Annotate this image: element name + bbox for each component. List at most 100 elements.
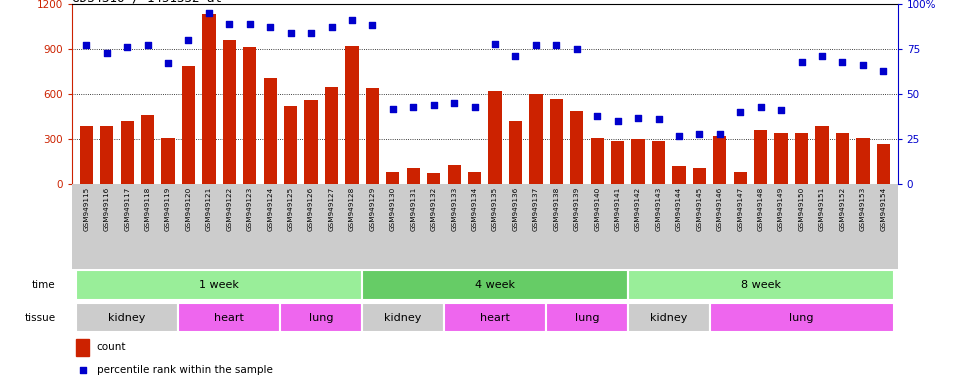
Text: GSM949143: GSM949143: [656, 187, 661, 231]
Point: [794, 58, 809, 65]
Bar: [264, 78, 276, 184]
Bar: [550, 99, 563, 184]
Point: [324, 24, 339, 30]
Bar: [529, 94, 542, 184]
Text: GSM949138: GSM949138: [553, 187, 560, 231]
Point: [202, 10, 217, 16]
Point: [446, 100, 462, 106]
Text: GSM949115: GSM949115: [84, 187, 89, 231]
Text: GSM949152: GSM949152: [839, 187, 846, 231]
Text: 1 week: 1 week: [199, 280, 239, 290]
Text: GSM949123: GSM949123: [247, 187, 252, 231]
Bar: [795, 133, 808, 184]
Text: kidney: kidney: [650, 313, 687, 323]
Text: GSM949148: GSM949148: [757, 187, 764, 231]
Point: [160, 60, 176, 66]
Point: [99, 50, 114, 56]
Text: 4 week: 4 week: [475, 280, 515, 290]
Text: GSM949117: GSM949117: [124, 187, 131, 231]
Text: GSM949137: GSM949137: [533, 187, 539, 231]
Point: [855, 62, 871, 68]
Text: GSM949136: GSM949136: [513, 187, 518, 231]
Text: GSM949153: GSM949153: [860, 187, 866, 231]
Text: GSM949146: GSM949146: [717, 187, 723, 231]
Bar: [203, 14, 216, 184]
Text: percentile rank within the sample: percentile rank within the sample: [97, 365, 273, 375]
Point: [283, 30, 299, 36]
Text: time: time: [32, 280, 56, 290]
Bar: [386, 172, 399, 184]
Point: [345, 17, 360, 23]
Text: GSM949140: GSM949140: [594, 187, 600, 231]
Text: heart: heart: [214, 313, 244, 323]
Text: GSM949139: GSM949139: [574, 187, 580, 231]
Point: [610, 118, 625, 124]
Bar: [76, 270, 362, 300]
Bar: [284, 106, 298, 184]
Text: GSM949150: GSM949150: [799, 187, 804, 231]
Bar: [775, 133, 788, 184]
Point: [671, 132, 686, 139]
Point: [732, 109, 748, 115]
Point: [774, 107, 789, 113]
Text: kidney: kidney: [384, 313, 421, 323]
Text: GSM949128: GSM949128: [349, 187, 355, 231]
Text: GSM949144: GSM949144: [676, 187, 682, 231]
Text: GSM949129: GSM949129: [370, 187, 375, 231]
Point: [712, 131, 728, 137]
Text: GSM949151: GSM949151: [819, 187, 825, 231]
Text: 8 week: 8 week: [741, 280, 780, 290]
Bar: [693, 168, 706, 184]
Text: tissue: tissue: [25, 313, 56, 323]
Point: [303, 30, 319, 36]
Bar: [590, 138, 604, 184]
Point: [528, 42, 543, 48]
Bar: [733, 172, 747, 184]
Text: GSM949127: GSM949127: [328, 187, 334, 231]
Text: GSM949130: GSM949130: [390, 187, 396, 231]
Bar: [161, 138, 175, 184]
Point: [79, 42, 94, 48]
Bar: [362, 303, 444, 333]
Bar: [141, 115, 155, 184]
Point: [549, 42, 564, 48]
Bar: [223, 40, 236, 184]
Point: [835, 58, 851, 65]
Point: [180, 37, 196, 43]
Text: GSM949122: GSM949122: [227, 187, 232, 231]
Text: GSM949131: GSM949131: [410, 187, 417, 231]
Text: GSM949149: GSM949149: [779, 187, 784, 231]
Bar: [181, 66, 195, 184]
Point: [75, 367, 90, 373]
Bar: [652, 141, 665, 184]
Text: count: count: [97, 343, 127, 353]
Text: GSM949142: GSM949142: [636, 187, 641, 231]
Bar: [876, 144, 890, 184]
Text: GSM949118: GSM949118: [145, 187, 151, 231]
Bar: [509, 121, 522, 184]
Point: [753, 104, 768, 110]
Bar: [468, 172, 481, 184]
Bar: [672, 166, 685, 184]
Text: lung: lung: [789, 313, 814, 323]
Bar: [179, 303, 280, 333]
Text: GSM949133: GSM949133: [451, 187, 457, 231]
Point: [365, 22, 380, 28]
Bar: [100, 126, 113, 184]
Point: [651, 116, 666, 122]
Bar: [76, 339, 89, 356]
Bar: [611, 141, 624, 184]
Bar: [489, 91, 502, 184]
Text: GDS4316 / 1451332_at: GDS4316 / 1451332_at: [72, 0, 222, 4]
Point: [814, 53, 829, 59]
Point: [222, 21, 237, 27]
Text: GSM949124: GSM949124: [267, 187, 274, 231]
Point: [488, 40, 503, 46]
Point: [508, 53, 523, 59]
Bar: [754, 130, 767, 184]
Point: [242, 21, 257, 27]
Point: [426, 102, 442, 108]
Bar: [628, 270, 894, 300]
Bar: [546, 303, 628, 333]
Text: GSM949147: GSM949147: [737, 187, 743, 231]
